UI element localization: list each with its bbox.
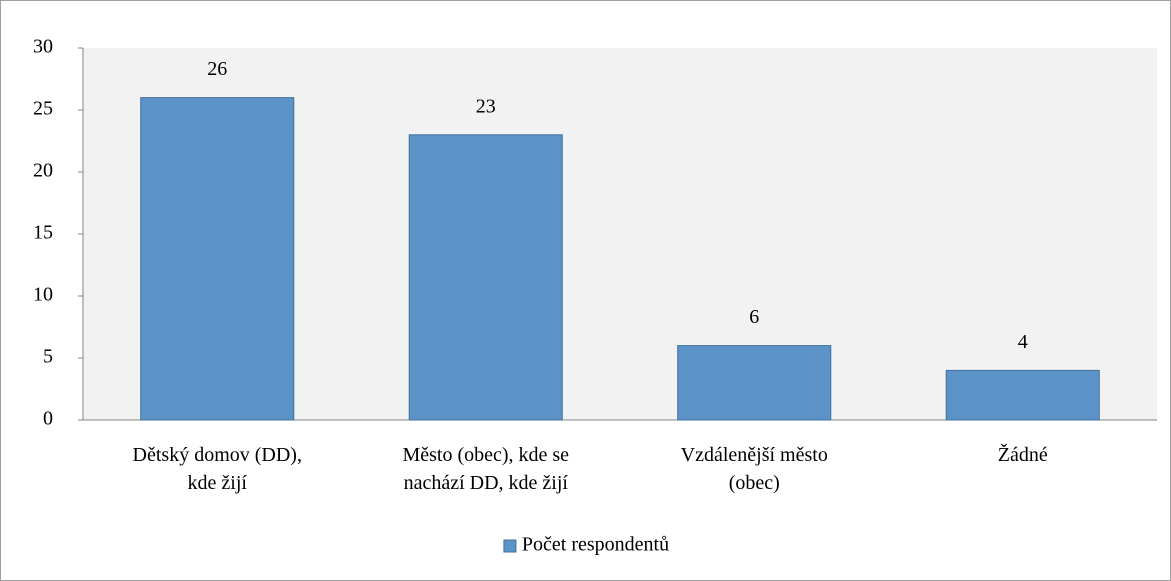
y-tick-label: 10: [33, 284, 53, 306]
bar: [945, 369, 1100, 421]
y-tick-label: 30: [33, 36, 53, 58]
y-tick-label: 20: [33, 160, 53, 182]
legend-swatch: [503, 539, 517, 553]
x-tick-label: Vzdálenější město (obec): [681, 444, 828, 494]
x-tick-label: Žádné: [998, 443, 1048, 466]
x-tick-label: Město (obec), kde se nachází DD, kde žijí: [402, 444, 569, 494]
data-label: 4: [1018, 331, 1028, 353]
bar: [408, 134, 563, 421]
y-tick-label: 0: [43, 408, 53, 430]
bar: [140, 97, 295, 421]
data-label: 26: [207, 58, 227, 80]
bar: [677, 345, 832, 421]
data-label: 23: [476, 95, 496, 117]
data-label: 6: [749, 306, 759, 328]
y-tick-label: 15: [33, 222, 53, 244]
x-tick-label: Dětský domov (DD), kde žijí: [133, 444, 302, 494]
legend-label: Počet respondentů: [522, 534, 669, 556]
y-tick-label: 25: [33, 98, 53, 120]
y-tick-label: 5: [43, 346, 53, 368]
